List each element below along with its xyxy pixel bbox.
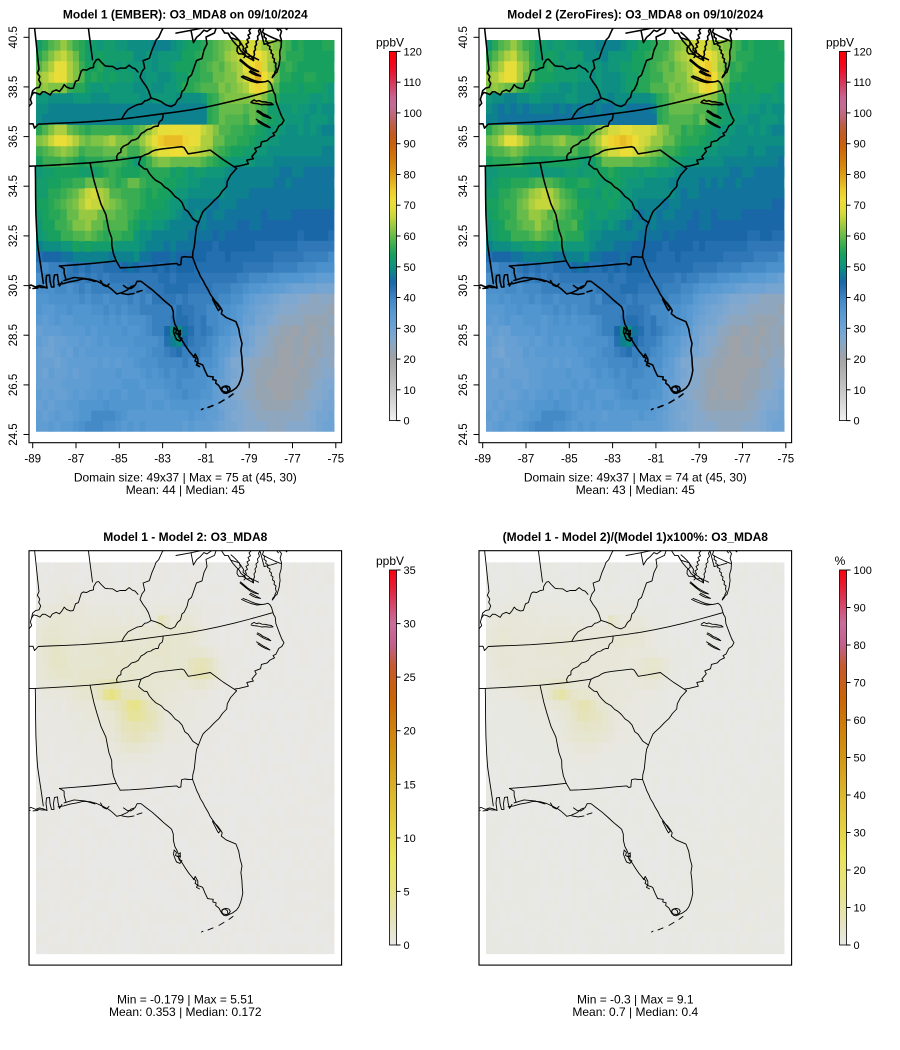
svg-text:15: 15 [404, 779, 416, 791]
svg-text:Mean: 44 | Median: 45: Mean: 44 | Median: 45 [126, 483, 246, 497]
svg-text:70: 70 [404, 200, 416, 212]
svg-text:50: 50 [854, 262, 866, 274]
svg-text:100: 100 [404, 108, 422, 120]
svg-text:120: 120 [854, 46, 872, 58]
svg-text:40.5: 40.5 [8, 26, 20, 48]
svg-text:90: 90 [854, 139, 866, 151]
svg-text:ppbV: ppbV [826, 35, 854, 49]
svg-text:0: 0 [854, 940, 860, 952]
svg-text:Min = -0.3 | Max = 9.1: Min = -0.3 | Max = 9.1 [577, 992, 694, 1006]
svg-text:90: 90 [404, 139, 416, 151]
svg-text:-75: -75 [777, 454, 794, 466]
svg-text:25: 25 [404, 672, 416, 684]
svg-text:32.5: 32.5 [458, 225, 470, 247]
svg-text:-79: -79 [241, 454, 258, 466]
svg-text:-83: -83 [154, 454, 171, 466]
svg-text:120: 120 [404, 46, 422, 58]
svg-text:40: 40 [854, 293, 866, 305]
svg-text:40.5: 40.5 [458, 26, 470, 48]
svg-text:Model 1 - Model 2: O3_MDA8: Model 1 - Model 2: O3_MDA8 [103, 530, 267, 544]
svg-text:30: 30 [404, 619, 416, 631]
svg-text:20: 20 [854, 865, 866, 877]
svg-text:-89: -89 [474, 454, 491, 466]
svg-text:0: 0 [854, 416, 860, 428]
svg-text:Domain size: 49x37 | Max = 75: Domain size: 49x37 | Max = 75 at (45, 30… [74, 471, 297, 485]
svg-text:36.5: 36.5 [458, 125, 470, 147]
svg-text:Mean: 0.353 | Median: 0.172: Mean: 0.353 | Median: 0.172 [109, 1005, 262, 1019]
svg-text:20: 20 [404, 726, 416, 738]
svg-text:80: 80 [404, 170, 416, 182]
svg-text:(Model 1 - Model 2)/(Model 1)x: (Model 1 - Model 2)/(Model 1)x100%: O3_M… [503, 530, 769, 544]
svg-text:80: 80 [854, 640, 866, 652]
svg-text:10: 10 [404, 833, 416, 845]
svg-text:24.5: 24.5 [8, 423, 20, 445]
svg-text:80: 80 [854, 170, 866, 182]
svg-text:-77: -77 [734, 454, 751, 466]
svg-text:35: 35 [404, 565, 416, 577]
svg-text:-77: -77 [284, 454, 301, 466]
svg-text:100: 100 [854, 565, 872, 577]
svg-text:40: 40 [404, 293, 416, 305]
svg-text:30: 30 [404, 323, 416, 335]
svg-text:-89: -89 [24, 454, 41, 466]
svg-text:28.5: 28.5 [8, 324, 20, 346]
svg-text:30: 30 [854, 828, 866, 840]
svg-text:10: 10 [854, 385, 866, 397]
svg-text:-81: -81 [198, 454, 215, 466]
svg-text:Domain size: 49x37 | Max = 74: Domain size: 49x37 | Max = 74 at (45, 30… [524, 471, 747, 485]
svg-text:60: 60 [404, 231, 416, 243]
svg-text:-87: -87 [518, 454, 535, 466]
svg-text:Mean: 0.7 | Median: 0.4: Mean: 0.7 | Median: 0.4 [572, 1005, 698, 1019]
svg-text:Model 2 (ZeroFires): O3_MDA8 o: Model 2 (ZeroFires): O3_MDA8 on 09/10/20… [507, 8, 763, 22]
svg-text:38.5: 38.5 [458, 76, 470, 98]
svg-text:%: % [835, 554, 846, 568]
svg-text:24.5: 24.5 [458, 423, 470, 445]
svg-text:110: 110 [404, 77, 422, 89]
svg-text:ppbV: ppbV [376, 35, 404, 49]
svg-text:36.5: 36.5 [8, 125, 20, 147]
svg-text:-83: -83 [604, 454, 621, 466]
svg-text:40: 40 [854, 790, 866, 802]
svg-text:30.5: 30.5 [8, 274, 20, 296]
svg-text:110: 110 [854, 77, 872, 89]
svg-text:32.5: 32.5 [8, 225, 20, 247]
svg-text:60: 60 [854, 715, 866, 727]
svg-text:26.5: 26.5 [458, 374, 470, 396]
svg-text:0: 0 [404, 416, 410, 428]
svg-text:70: 70 [854, 678, 866, 690]
svg-text:30: 30 [854, 323, 866, 335]
svg-text:34.5: 34.5 [458, 175, 470, 197]
svg-text:ppbV: ppbV [376, 554, 404, 568]
svg-text:10: 10 [404, 385, 416, 397]
svg-text:90: 90 [854, 603, 866, 615]
svg-text:50: 50 [854, 753, 866, 765]
svg-text:60: 60 [854, 231, 866, 243]
svg-text:34.5: 34.5 [8, 175, 20, 197]
svg-text:20: 20 [854, 354, 866, 366]
svg-text:100: 100 [854, 108, 872, 120]
svg-text:Mean: 43 | Median: 45: Mean: 43 | Median: 45 [576, 483, 696, 497]
svg-text:50: 50 [404, 262, 416, 274]
svg-text:0: 0 [404, 940, 410, 952]
svg-text:10: 10 [854, 903, 866, 915]
svg-text:-75: -75 [327, 454, 344, 466]
svg-text:20: 20 [404, 354, 416, 366]
svg-text:-85: -85 [111, 454, 128, 466]
svg-text:38.5: 38.5 [8, 76, 20, 98]
svg-text:-85: -85 [561, 454, 578, 466]
svg-text:Model 1 (EMBER): O3_MDA8 on 09: Model 1 (EMBER): O3_MDA8 on 09/10/2024 [63, 8, 308, 22]
svg-text:-79: -79 [691, 454, 708, 466]
svg-text:28.5: 28.5 [458, 324, 470, 346]
svg-text:30.5: 30.5 [458, 274, 470, 296]
svg-text:70: 70 [854, 200, 866, 212]
svg-text:-81: -81 [648, 454, 665, 466]
svg-text:5: 5 [404, 886, 410, 898]
svg-text:26.5: 26.5 [8, 374, 20, 396]
svg-text:-87: -87 [68, 454, 85, 466]
svg-text:Min = -0.179 | Max = 5.51: Min = -0.179 | Max = 5.51 [117, 992, 254, 1006]
